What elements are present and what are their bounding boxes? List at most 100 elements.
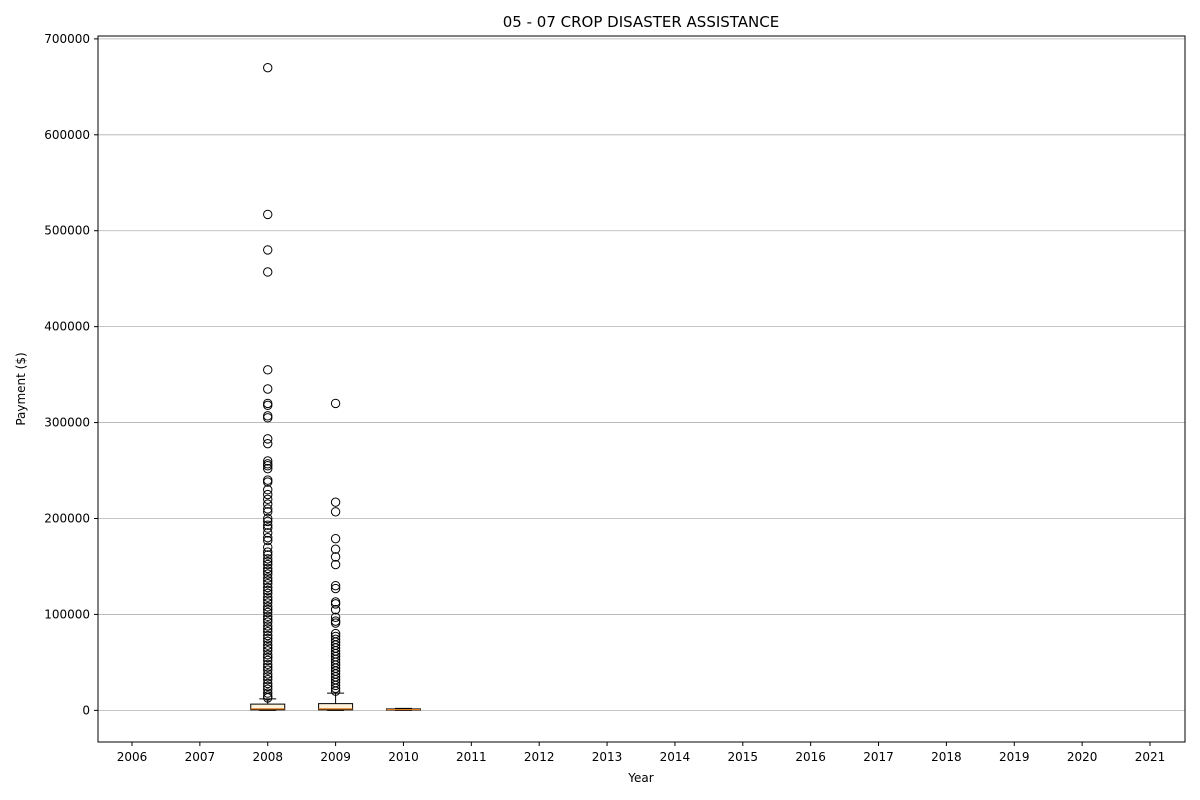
outlier-point	[263, 569, 273, 579]
box-iqr	[318, 703, 354, 711]
outlier-point	[330, 680, 341, 691]
outlier-point	[263, 475, 273, 485]
outlier-point	[263, 579, 273, 589]
outlier-point	[330, 580, 341, 591]
outlier-point	[263, 621, 273, 631]
x-tick-label: 2018	[931, 750, 962, 764]
outlier-point	[330, 583, 341, 594]
y-tick-label: 400000	[44, 320, 90, 334]
outlier-point	[263, 659, 273, 670]
outlier-point	[263, 688, 273, 698]
outlier-point	[330, 507, 341, 517]
outlier-point	[263, 528, 273, 538]
y-tick-label: 700000	[44, 32, 90, 46]
outlier-point	[330, 559, 341, 570]
box-group-2010	[385, 707, 421, 711]
outlier-point	[263, 438, 273, 449]
outlier-point	[263, 461, 273, 471]
outlier-point	[263, 607, 273, 618]
x-tick-label: 2006	[117, 750, 148, 764]
outlier-point	[263, 611, 273, 622]
outlier-point	[263, 614, 273, 624]
outlier-point	[263, 650, 273, 660]
outlier-point	[263, 585, 273, 596]
outlier-point	[330, 618, 341, 628]
outlier-point	[263, 411, 273, 421]
outlier-point	[263, 672, 273, 682]
outlier-point	[263, 662, 273, 672]
outlier-point	[263, 365, 273, 375]
outlier-point	[263, 693, 273, 703]
outlier-point	[263, 516, 273, 527]
outlier-point	[263, 652, 273, 663]
x-tick-label: 2017	[863, 750, 894, 764]
outlier-point	[330, 497, 341, 507]
outlier-point	[263, 624, 273, 634]
y-tick-label: 100000	[44, 607, 90, 621]
box-group-2009	[318, 398, 354, 711]
outlier-point	[263, 559, 273, 570]
y-tick-label: 600000	[44, 128, 90, 142]
outlier-point	[263, 384, 273, 394]
outlier-point	[263, 507, 273, 517]
outlier-point	[263, 267, 273, 277]
outlier-point	[263, 681, 273, 692]
gridlines	[98, 38, 1185, 711]
x-tick-label: 2019	[999, 750, 1030, 764]
outlier-point	[263, 245, 273, 255]
outlier-point	[263, 535, 273, 546]
outlier-point	[263, 669, 273, 679]
outlier-point	[263, 576, 273, 586]
outlier-point	[263, 563, 273, 574]
outlier-point	[263, 550, 273, 560]
x-tick-label: 2012	[524, 750, 555, 764]
outlier-point	[263, 209, 273, 220]
plot-frame	[97, 35, 1186, 743]
outlier-point	[263, 532, 273, 543]
outlier-point	[263, 646, 273, 656]
x-axis-label: Year	[627, 771, 653, 785]
outlier-point	[263, 547, 273, 557]
outlier-point	[263, 477, 273, 487]
outlier-point	[263, 617, 273, 627]
outlier-point	[263, 556, 273, 567]
x-tick-label: 2008	[252, 750, 283, 764]
outlier-point	[263, 499, 273, 509]
outlier-point	[263, 674, 273, 685]
outlier-point	[263, 602, 273, 612]
outlier-point	[263, 413, 273, 423]
x-tick-label: 2013	[592, 750, 623, 764]
outlier-point	[263, 626, 273, 637]
outlier-point	[263, 630, 273, 641]
x-tick-label: 2011	[456, 750, 487, 764]
x-tick-label: 2009	[320, 750, 351, 764]
outlier-point	[263, 513, 273, 524]
outlier-point	[263, 456, 273, 466]
outlier-point	[263, 598, 273, 608]
y-tick-label: 0	[82, 703, 90, 717]
outlier-point	[263, 592, 273, 602]
outlier-point	[263, 485, 273, 495]
x-tick-label: 2021	[1135, 750, 1166, 764]
outlier-point	[263, 398, 273, 409]
outlier-point	[263, 434, 273, 444]
outlier-point	[330, 599, 341, 609]
outlier-point	[263, 643, 273, 653]
outlier-point	[263, 588, 273, 599]
outlier-point	[330, 544, 341, 554]
outlier-point	[263, 640, 273, 650]
outlier-point	[263, 678, 273, 689]
outlier-point	[263, 542, 273, 552]
outlier-point	[330, 533, 341, 544]
y-axis-label: Payment ($)	[14, 352, 28, 425]
y-tick-label: 300000	[44, 416, 90, 430]
x-tick-label: 2007	[185, 750, 216, 764]
outlier-point	[263, 595, 273, 605]
outlier-point	[263, 554, 273, 564]
outlier-point	[330, 604, 341, 615]
outlier-point	[263, 633, 273, 644]
y-tick-label: 200000	[44, 511, 90, 525]
x-tick-label: 2014	[660, 750, 691, 764]
outlier-point	[263, 463, 273, 474]
outlier-point	[263, 400, 273, 411]
